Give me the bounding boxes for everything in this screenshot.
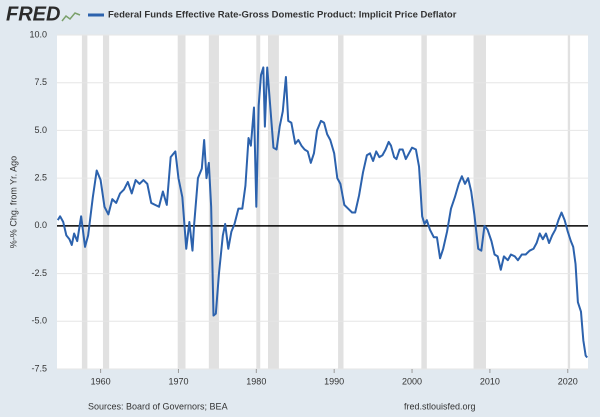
y-tick-label: 10.0 [29,29,47,39]
data-line [56,66,588,359]
recession-band [102,35,110,369]
x-tick-label: 1980 [246,376,266,386]
x-tick-label: 1990 [324,376,344,386]
recession-band [421,35,427,369]
recession-band [81,35,88,369]
recession-band [338,35,344,369]
y-tick-label: -2.5 [31,268,47,278]
y-tick-label: -7.5 [31,363,47,373]
recession-band [267,35,279,369]
recession-band [567,35,571,369]
x-tick-label: 2000 [402,376,422,386]
y-tick-label: 5.0 [34,125,47,135]
y-tick-label: -5.0 [31,316,47,326]
y-axis-label: %-% Chg. from Yr. Ago [8,156,18,248]
logo-icon [61,12,81,22]
x-tick-label: 2010 [480,376,500,386]
recession-band [177,35,186,369]
recession-band [473,35,487,369]
x-tick-label: 1970 [168,376,188,386]
y-tick-label: 7.5 [34,77,47,87]
legend-label: Federal Funds Effective Rate-Gross Domes… [108,10,457,21]
logo: FRED [6,3,60,25]
site: fred.stlouisfed.org [404,401,476,411]
x-tick-label: 2020 [558,376,578,386]
x-tick-label: 1960 [91,376,111,386]
y-tick-label: 0.0 [34,220,47,230]
source: Sources: Board of Governors; BEA [88,401,228,411]
plot-area [57,35,588,369]
recession-band [256,35,261,369]
recession-band [208,35,219,369]
y-tick-label: 2.5 [34,173,47,183]
